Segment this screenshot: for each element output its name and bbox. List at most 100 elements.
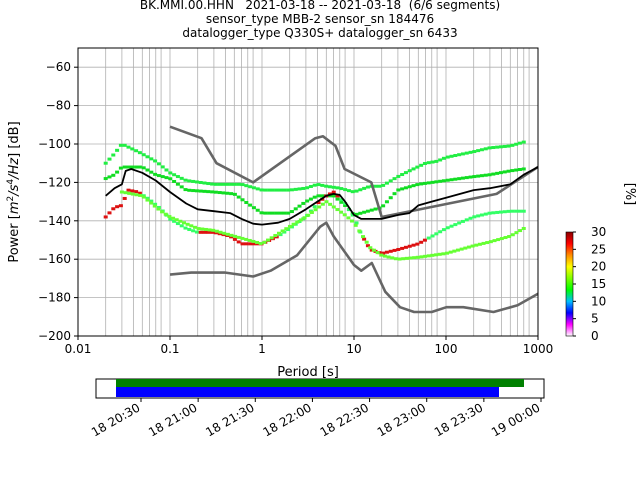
psd-bin	[168, 217, 173, 221]
psd-bin	[175, 182, 180, 186]
psd-bin	[168, 171, 173, 175]
psd-bin	[181, 221, 186, 225]
psd-bin	[298, 218, 303, 222]
psd-bin	[214, 229, 219, 233]
psd-bin	[152, 204, 157, 208]
psd-bin	[213, 231, 218, 235]
psd-bin	[153, 159, 158, 163]
psd-bin	[369, 248, 374, 252]
y-tick-label: −140	[38, 214, 71, 228]
psd-bin	[316, 201, 321, 205]
psd-bin	[468, 216, 473, 220]
psd-bin	[172, 219, 177, 223]
psd-bin	[160, 175, 165, 179]
psd-bin	[415, 165, 420, 169]
psd-bin	[217, 182, 222, 186]
psd-bin	[426, 236, 431, 240]
psd-bin	[122, 165, 127, 169]
psd-bin	[320, 194, 325, 198]
psd-bin	[502, 144, 507, 148]
psd-bin	[259, 188, 264, 192]
psd-bin	[464, 151, 469, 155]
psd-bin	[441, 179, 446, 183]
x-tick-label: 0.01	[65, 342, 92, 356]
psd-bin	[145, 155, 150, 159]
psd-bin	[445, 155, 450, 159]
psd-bin	[448, 250, 453, 254]
psd-bin	[419, 163, 424, 167]
psd-bin	[251, 186, 256, 190]
psd-bin	[452, 249, 457, 253]
psd-bin	[396, 247, 401, 251]
psd-bin	[313, 208, 318, 212]
psd-bin	[426, 161, 431, 165]
psd-bin	[203, 227, 208, 231]
psd-bin	[362, 186, 367, 190]
psd-bin	[179, 176, 184, 180]
psd-bin	[251, 242, 256, 246]
psd-bin	[295, 220, 300, 224]
psd-bin	[221, 182, 226, 186]
psd-bin	[126, 145, 131, 149]
psd-bin	[179, 224, 184, 228]
psd-bin	[459, 247, 464, 251]
psd-bin	[291, 222, 296, 226]
psd-bin	[149, 201, 154, 205]
psd-bin	[503, 236, 508, 240]
psd-bin	[240, 236, 245, 240]
psd-bin	[422, 238, 427, 242]
psd-bin	[192, 225, 197, 229]
psd-bin	[392, 177, 397, 181]
psd-bin	[225, 182, 230, 186]
psd-bin	[210, 190, 215, 194]
psd-bin	[194, 180, 199, 184]
psd-bin	[145, 196, 150, 200]
psd-bin	[357, 229, 362, 233]
psd-bin	[306, 213, 311, 217]
psd-bin	[167, 215, 172, 219]
psd-bin	[115, 170, 120, 174]
psd-bin	[287, 224, 292, 228]
psd-bin	[455, 248, 460, 252]
psd-bin	[111, 207, 116, 211]
psd-bin	[401, 257, 406, 261]
psd-bin	[206, 182, 211, 186]
psd-bin	[331, 190, 336, 194]
psd-bin	[457, 153, 462, 157]
noise-model-low-line	[169, 221, 538, 314]
psd-bin	[198, 230, 203, 234]
psd-bin	[384, 181, 389, 185]
colorbar-tick-label: 5	[591, 312, 599, 326]
psd-bin	[521, 226, 526, 230]
y-tick-label: −180	[38, 291, 71, 305]
psd-bin	[194, 189, 199, 193]
psd-bin	[362, 210, 367, 214]
psd-bin	[187, 228, 192, 232]
psd-bin	[134, 190, 139, 194]
psd-bin	[354, 212, 359, 216]
psd-bin	[371, 248, 376, 252]
psd-bin	[434, 159, 439, 163]
psd-bin	[309, 210, 314, 214]
psd-bin	[286, 188, 291, 192]
psd-bin	[365, 185, 370, 189]
psd-bin	[419, 182, 424, 186]
psd-bin	[107, 157, 112, 161]
ppsd-plot-area: 0.01 0.1 1 10 100 1000 −60 −80 −100 −120 −140 −160…	[6, 47, 553, 380]
colorbar-tick-label: 20	[591, 260, 606, 274]
psd-bin	[213, 182, 218, 186]
psd-bin	[130, 165, 135, 169]
psd-bin	[198, 189, 203, 193]
psd-bin	[411, 184, 416, 188]
psd-bin	[160, 210, 165, 214]
psd-bin	[149, 199, 154, 203]
psd-bin	[468, 150, 473, 154]
psd-bin	[343, 188, 348, 192]
psd-bin	[218, 230, 223, 234]
psd-bin	[384, 200, 389, 204]
psd-bin	[474, 243, 479, 247]
psd-bin	[251, 239, 256, 243]
psd-bin	[379, 253, 384, 257]
psd-bin	[335, 186, 340, 190]
